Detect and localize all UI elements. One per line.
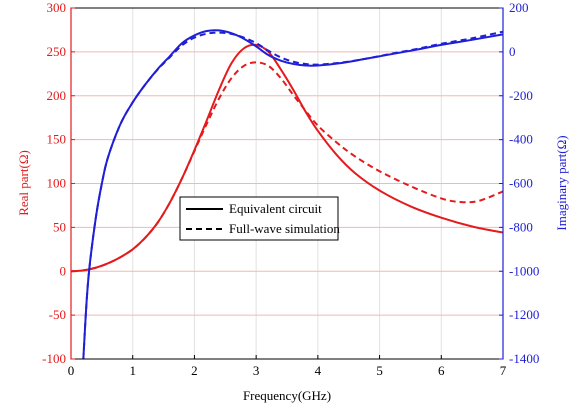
left-tick-label: 250 — [47, 44, 67, 59]
grid — [71, 8, 503, 359]
left-tick-label: 100 — [47, 176, 67, 191]
left-tick-label: 300 — [47, 0, 67, 15]
x-tick-label: 5 — [376, 363, 383, 378]
legend: Equivalent circuit Full-wave simulation — [179, 196, 340, 241]
right-tick-label: -400 — [509, 132, 533, 147]
x-tick-label: 7 — [500, 363, 507, 378]
left-y-axis-label: Real part(Ω) — [16, 150, 31, 216]
left-tick-label: -50 — [49, 307, 66, 322]
series-layer — [71, 29, 503, 359]
right-tick-label: 0 — [509, 44, 516, 59]
x-tick-label: 4 — [315, 363, 322, 378]
imaginary-part-equivalent-circuit-line — [82, 29, 503, 359]
x-tick-label: 1 — [129, 363, 136, 378]
left-tick-label: -100 — [42, 351, 66, 366]
right-tick-label: -1200 — [509, 307, 539, 322]
x-tick-label: 3 — [253, 363, 260, 378]
legend-entry-full-wave-simulation: Full-wave simulation — [229, 221, 340, 236]
left-tick-label: 150 — [47, 132, 67, 147]
left-tick-label: 50 — [53, 219, 66, 234]
right-tick-label: 200 — [509, 0, 529, 15]
x-axis-label: Frequency(GHz) — [243, 388, 331, 403]
x-tick-label: 2 — [191, 363, 198, 378]
right-tick-label: -200 — [509, 88, 533, 103]
right-y-axis-label: Imaginary part(Ω) — [554, 135, 569, 230]
x-tick-label: 0 — [68, 363, 75, 378]
right-tick-label: -600 — [509, 176, 533, 191]
legend-box — [179, 196, 339, 241]
right-tick-label: -1400 — [509, 351, 539, 366]
right-tick-label: -800 — [509, 219, 533, 234]
real-part-equivalent-circuit-line — [71, 43, 503, 273]
right-tick-label: -1000 — [509, 263, 539, 278]
legend-entry-equivalent-circuit: Equivalent circuit — [229, 201, 322, 216]
left-tick-label: 0 — [60, 263, 67, 278]
tick-layer: 0 1 2 3 4 5 6 7 -100 -50 0 50 100 150 200 250 300 -1400 -1… — [42, 0, 539, 378]
x-tick-label: 6 — [438, 363, 445, 378]
left-tick-label: 200 — [47, 88, 67, 103]
imaginary-part-full-wave-simulation-line — [82, 30, 503, 359]
real-part-full-wave-simulation-line — [71, 61, 503, 273]
